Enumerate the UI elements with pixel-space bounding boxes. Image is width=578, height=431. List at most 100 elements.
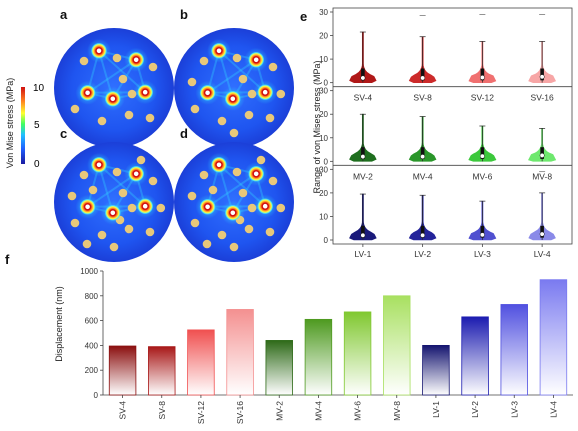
violin-median	[539, 152, 545, 158]
bar-MV-2	[265, 340, 293, 396]
particle	[190, 104, 200, 114]
panel-label-e: e	[300, 9, 307, 24]
violin-category-label: LV-1	[354, 249, 371, 259]
hot-spot	[132, 56, 140, 64]
particle	[244, 110, 254, 120]
particle	[67, 191, 77, 201]
bar-MV-6	[343, 311, 372, 396]
violin-category-label: SV-16	[531, 93, 554, 103]
particle	[118, 188, 128, 198]
violin-box	[480, 147, 485, 159]
particle	[97, 116, 107, 126]
particle	[217, 230, 227, 240]
violin-category-label: SV-8	[413, 93, 432, 103]
violin-y-tick-label: 30	[319, 87, 328, 96]
violin-y-tick-label: 20	[319, 110, 328, 119]
hot-spot	[215, 47, 223, 55]
hot-spot	[229, 95, 237, 103]
bar-LV-3	[500, 304, 528, 396]
violin-y-tick-label: 0	[324, 157, 329, 166]
hot-spot	[141, 202, 149, 210]
violin-median	[360, 154, 366, 160]
panel-label-f: f	[5, 252, 10, 267]
violin-category-label: LV-2	[414, 249, 431, 259]
violin-y-tick-label: 30	[319, 165, 328, 174]
colorbar-tick-mid: 5	[34, 120, 40, 131]
particle	[97, 230, 107, 240]
particle	[256, 155, 266, 165]
bar-category-label: MV-6	[353, 401, 363, 421]
panel-label-c: c	[60, 126, 67, 141]
bar-category-label: SV-8	[157, 401, 167, 420]
violin-category-label: MV-8	[532, 171, 552, 181]
hot-spot	[109, 95, 117, 103]
particle	[156, 203, 166, 213]
violin-box	[361, 225, 365, 238]
bar-category-label: MV-2	[274, 401, 284, 421]
violin-y-tick-label: 30	[319, 8, 328, 17]
hot-spot	[95, 161, 103, 169]
colorbar: Von Mise stress (MPa) 10 5 0	[5, 78, 45, 170]
bar-y-tick-label: 0	[94, 391, 99, 400]
hot-spot	[203, 203, 212, 211]
particle	[199, 170, 209, 180]
stress-maps	[54, 28, 294, 262]
particle	[109, 242, 119, 252]
particle	[190, 218, 200, 228]
bar-LV-2	[461, 316, 489, 396]
panel-label-d: d	[180, 126, 188, 141]
panel-label-a: a	[60, 7, 68, 22]
hot-spot	[109, 209, 117, 217]
particle	[265, 227, 275, 237]
particle	[202, 239, 212, 249]
bar-y-tick-label: 400	[85, 341, 99, 350]
violin-median	[420, 154, 426, 160]
bar-category-label: SV-4	[118, 401, 128, 420]
hot-spot	[95, 47, 103, 55]
violin-median	[420, 232, 426, 238]
particle	[124, 110, 134, 120]
particle	[148, 176, 158, 186]
particle	[112, 53, 122, 63]
particle	[232, 167, 242, 177]
violin-median	[420, 75, 426, 81]
stress-map-a	[54, 28, 174, 148]
hot-spot	[141, 88, 149, 96]
bar-LV-4	[539, 279, 568, 396]
hot-spot	[261, 88, 269, 96]
particle	[265, 113, 275, 123]
particle	[232, 53, 242, 63]
violin-box	[420, 147, 425, 159]
violin-median	[360, 75, 366, 81]
particle	[118, 74, 128, 84]
bar-SV-16	[226, 309, 254, 396]
colorbar-label: Von Mise stress (MPa)	[5, 78, 15, 169]
particle	[199, 56, 209, 66]
violin-category-label: SV-12	[471, 93, 494, 103]
particle	[145, 227, 155, 237]
bar-chart: Displacement (nm) 0 200 400 600 800 1000 SV-4 S…	[54, 267, 573, 424]
particle	[124, 224, 134, 234]
violin-category-label: MV-6	[472, 171, 492, 181]
bar-category-label: LV-1	[431, 401, 441, 418]
particle	[79, 170, 89, 180]
violin-category-label: MV-2	[353, 171, 373, 181]
hot-spot	[203, 89, 212, 97]
particle	[88, 185, 98, 195]
violin-chart: Range of von Mises stress (MPa) 01020300…	[312, 7, 573, 259]
bar-y-axis-label: Displacement (nm)	[54, 286, 64, 362]
violin-y-tick-label: 20	[319, 189, 328, 198]
bar-category-label: MV-8	[392, 401, 402, 421]
particle	[79, 56, 89, 66]
particle	[145, 113, 155, 123]
violin-y-tick-label: 0	[324, 79, 329, 88]
particle	[70, 104, 80, 114]
particle	[247, 203, 257, 213]
bar-category-label: LV-3	[509, 401, 519, 418]
violin-y-tick-label: 10	[319, 212, 328, 221]
hot-spot	[252, 170, 260, 178]
violin-category-label: SV-4	[354, 93, 373, 103]
bar-category-label: MV-4	[313, 401, 323, 421]
violin-box	[420, 68, 425, 81]
bar-SV-8	[148, 346, 176, 396]
